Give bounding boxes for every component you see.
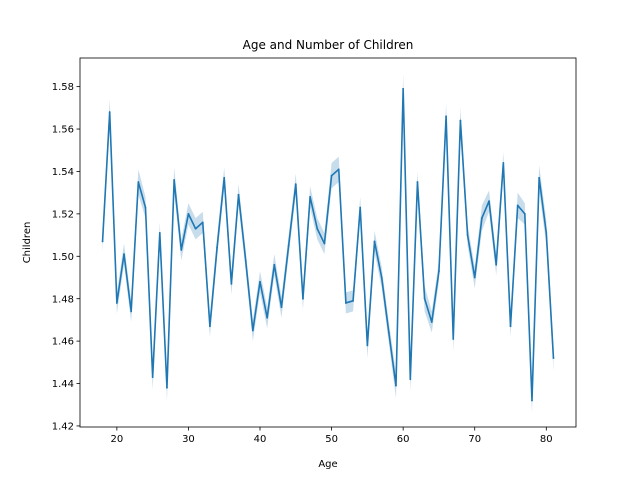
data-point [130, 310, 133, 313]
plot-area [80, 58, 576, 427]
data-point [423, 297, 426, 300]
data-point [251, 329, 254, 332]
y-tick-label: 1.56 [52, 125, 74, 136]
x-tick-label: 20 [110, 434, 123, 445]
data-point [223, 176, 226, 179]
data-point [387, 331, 390, 334]
data-point [180, 249, 183, 251]
data-point [330, 174, 333, 177]
x-axis-ticks: 20 30 40 50 60 70 80 [110, 427, 553, 445]
data-point [459, 119, 462, 122]
y-tick-label: 1.54 [52, 167, 74, 178]
data-point [259, 280, 261, 283]
x-axis-label: Age [318, 459, 337, 470]
data-point [473, 276, 476, 279]
y-axis-label: Children [22, 222, 33, 264]
data-point [237, 193, 240, 196]
data-point [352, 299, 354, 302]
y-tick-label: 1.46 [52, 337, 74, 348]
y-tick-label: 1.42 [52, 422, 74, 433]
x-tick-label: 50 [325, 434, 338, 445]
data-point [445, 115, 447, 118]
data-point [430, 321, 433, 323]
data-point [359, 206, 362, 209]
data-point [502, 162, 505, 164]
x-tick-label: 40 [254, 434, 267, 445]
data-point [552, 357, 555, 359]
data-point [244, 259, 247, 262]
chart-title: Age and Number of Children [243, 38, 414, 52]
data-point [158, 232, 161, 234]
y-tick-label: 1.58 [52, 82, 74, 93]
data-point [323, 242, 326, 245]
series-line-layer [101, 87, 555, 402]
data-point [416, 181, 419, 183]
data-point [545, 232, 548, 234]
data-point [137, 181, 140, 183]
data-point [516, 204, 519, 207]
y-tick-label: 1.44 [52, 379, 74, 390]
data-point [538, 176, 541, 179]
y-axis-ticks: 1.42 1.44 1.46 1.48 1.50 1.52 1.54 1.56 1.58 [52, 82, 80, 433]
x-tick-label: 60 [397, 434, 410, 445]
data-point [287, 244, 290, 247]
data-point [531, 399, 533, 402]
data-point [173, 179, 176, 181]
data-point [273, 263, 276, 266]
y-tick-label: 1.52 [52, 209, 74, 220]
data-point [380, 276, 383, 279]
data-point [409, 378, 412, 381]
data-point [230, 282, 233, 285]
data-point [280, 306, 283, 309]
data-point [495, 263, 498, 266]
data-point [466, 234, 469, 236]
data-point [480, 217, 483, 220]
axes-background [80, 58, 576, 427]
data-point [266, 316, 269, 319]
x-tick-label: 70 [468, 434, 481, 445]
y-tick-label: 1.48 [52, 294, 74, 305]
data-point [151, 376, 154, 379]
x-tick-label: 30 [182, 434, 195, 445]
data-point [395, 384, 397, 387]
data-point [488, 200, 490, 203]
data-point [216, 246, 218, 249]
axes-frame [79, 57, 577, 428]
data-point [373, 240, 376, 243]
data-point [509, 325, 512, 328]
data-point [452, 338, 455, 340]
data-point [209, 325, 211, 328]
data-point [201, 221, 204, 224]
data-point [123, 253, 125, 256]
data-point [108, 111, 111, 113]
data-point [523, 212, 526, 215]
data-point [302, 297, 304, 300]
x-tick-label: 80 [540, 434, 553, 445]
data-point [115, 302, 118, 304]
data-point [438, 270, 440, 273]
y-tick-label: 1.50 [52, 252, 74, 263]
series-line [101, 87, 555, 402]
data-point [144, 206, 147, 209]
data-point [294, 183, 297, 186]
data-point [337, 168, 340, 171]
data-point [402, 87, 405, 90]
data-point [194, 227, 197, 230]
data-point [187, 212, 190, 215]
data-point [166, 386, 168, 389]
data-point [101, 240, 104, 243]
data-point [366, 344, 369, 347]
data-point-layer [101, 87, 555, 402]
data-point [309, 196, 312, 198]
data-point [344, 302, 347, 304]
data-point [316, 227, 319, 230]
